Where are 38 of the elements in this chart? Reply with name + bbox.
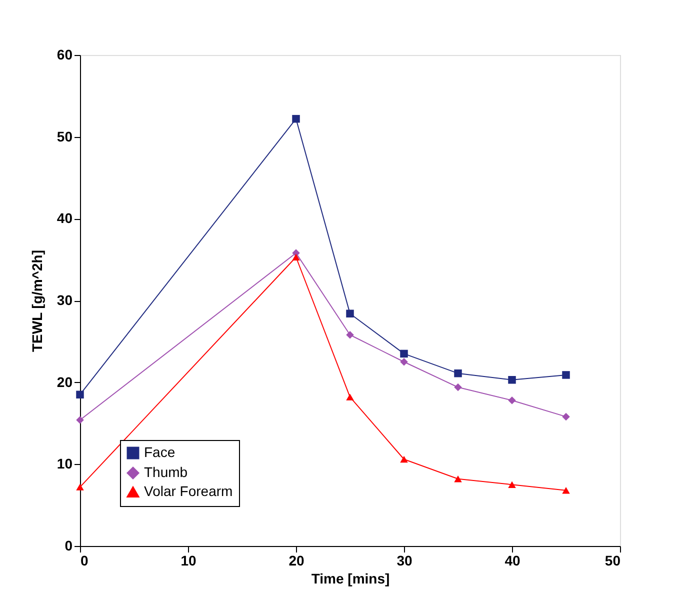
point (400, 456, 408, 463)
x-tick-label: 10 (180, 552, 196, 568)
x-tick-label: 50 (604, 552, 621, 568)
x-tick-label: 20 (288, 552, 304, 568)
point (454, 383, 462, 392)
y-tick-label: 10 (56, 456, 73, 472)
point (562, 412, 570, 421)
point (454, 476, 462, 482)
y-tick-label: 20 (56, 374, 73, 390)
x-tick-label: 40 (504, 552, 520, 568)
point (400, 350, 408, 358)
point (76, 416, 84, 424)
legend-label: Thumb (144, 464, 188, 480)
point (76, 390, 84, 398)
point (346, 394, 354, 400)
y-tick-label: 50 (56, 128, 73, 144)
y-tick-label: 30 (56, 292, 73, 308)
point (508, 481, 516, 488)
x-tick-label: 30 (396, 552, 412, 568)
point (562, 487, 570, 494)
point (292, 114, 300, 123)
legend-label: Face (144, 444, 176, 460)
point (508, 376, 516, 384)
point (292, 254, 300, 260)
point (454, 369, 462, 378)
y-tick-label: 60 (56, 46, 73, 62)
y-tick-label: 0 (64, 538, 73, 554)
point (562, 371, 570, 379)
point (508, 396, 516, 404)
y-tick-label: 40 (56, 210, 73, 226)
x-axis-title: Time [mins] (311, 570, 390, 586)
point (346, 310, 354, 318)
legend-label: Volar Forearm (144, 483, 233, 499)
x-tick-label: 0 (80, 552, 88, 568)
point (346, 330, 354, 339)
y-axis-title: TEWL [g/m^2h] (28, 250, 45, 352)
point (76, 484, 84, 490)
point (400, 358, 408, 366)
